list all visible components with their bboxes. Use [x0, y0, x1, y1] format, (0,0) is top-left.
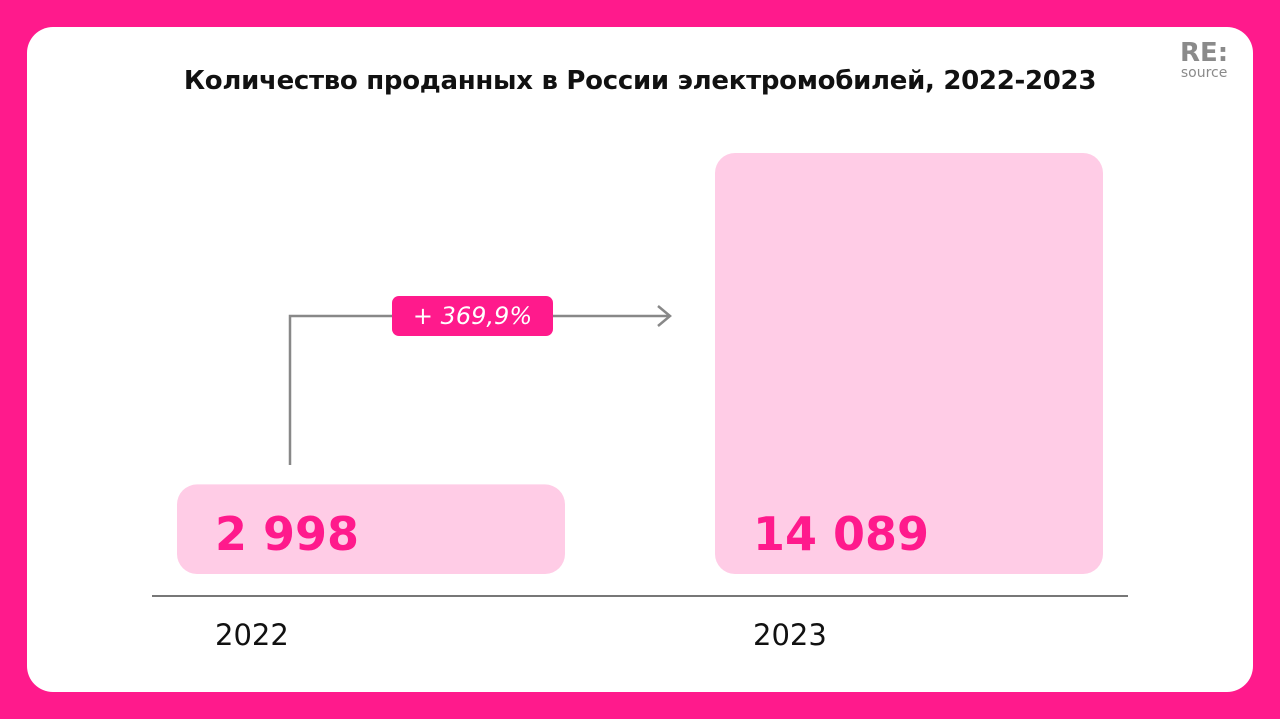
bar-2023 — [715, 153, 1103, 574]
value-label-2023: 14 089 — [753, 507, 929, 561]
logo-bottom: source — [1180, 65, 1228, 81]
chart-title: Количество проданных в России электромоб… — [183, 66, 1097, 96]
arrow-head-icon — [657, 305, 672, 327]
growth-badge: + 369,9% — [392, 296, 553, 336]
x-tick-label: 2022 — [215, 618, 289, 652]
growth-arrow — [288, 314, 670, 465]
value-label-2022: 2 998 — [215, 507, 359, 561]
x-tick-label: 2023 — [753, 618, 827, 652]
bar-2022 — [177, 484, 565, 574]
logo: RE: source — [1180, 40, 1228, 80]
logo-top: RE: — [1180, 38, 1229, 68]
